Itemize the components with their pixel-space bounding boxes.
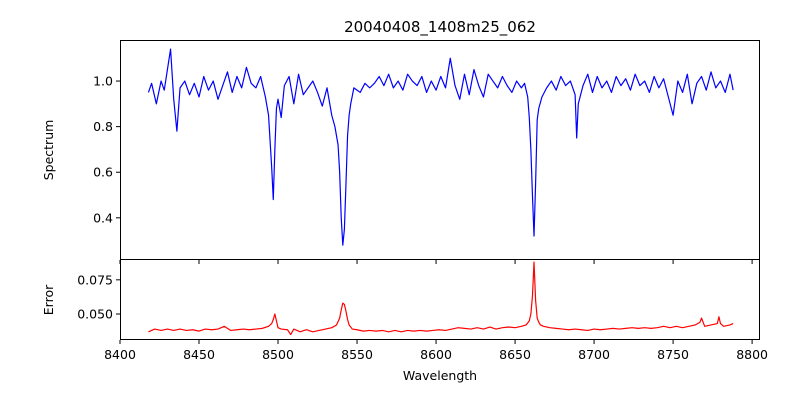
spectrum-ytick-label: 0.6	[93, 165, 113, 180]
x-tick-label: 8500	[262, 347, 294, 362]
error-panel: Error 0.050 0.075	[41, 259, 760, 340]
x-axis: 8400 8450 8500 8550 8600 8650 8700 8750 8800	[104, 260, 768, 362]
error-series-line	[148, 261, 734, 336]
error-ylabel: Error	[41, 284, 56, 315]
spectrum-series-line	[147, 48, 734, 246]
x-tick-label: 8450	[183, 347, 215, 362]
spectrum-ytick-label: 0.8	[93, 119, 113, 134]
spectrum-ylabel: Spectrum	[41, 120, 56, 181]
x-tick-label: 8600	[420, 347, 452, 362]
x-tick-label: 8400	[104, 347, 136, 362]
error-ytick-label: 0.075	[77, 272, 113, 287]
x-tick-label: 8800	[736, 347, 768, 362]
chart-title: 20040408_1408m25_062	[344, 18, 536, 37]
x-tick-label: 8650	[499, 347, 531, 362]
spectrum-ytick-label: 0.4	[93, 210, 113, 225]
x-tick-label: 8700	[578, 347, 610, 362]
spectrum-panel: Spectrum 0.4 0.6 0.8 1.0	[41, 40, 760, 260]
error-plot-frame	[120, 259, 760, 340]
spectrum-ytick-label: 1.0	[93, 74, 113, 89]
x-tick-label: 8750	[657, 347, 689, 362]
error-ytick-label: 0.050	[77, 307, 113, 322]
x-tick-label: 8550	[341, 347, 373, 362]
x-axis-label: Wavelength	[403, 368, 477, 383]
spectrum-plot-frame	[120, 40, 760, 260]
